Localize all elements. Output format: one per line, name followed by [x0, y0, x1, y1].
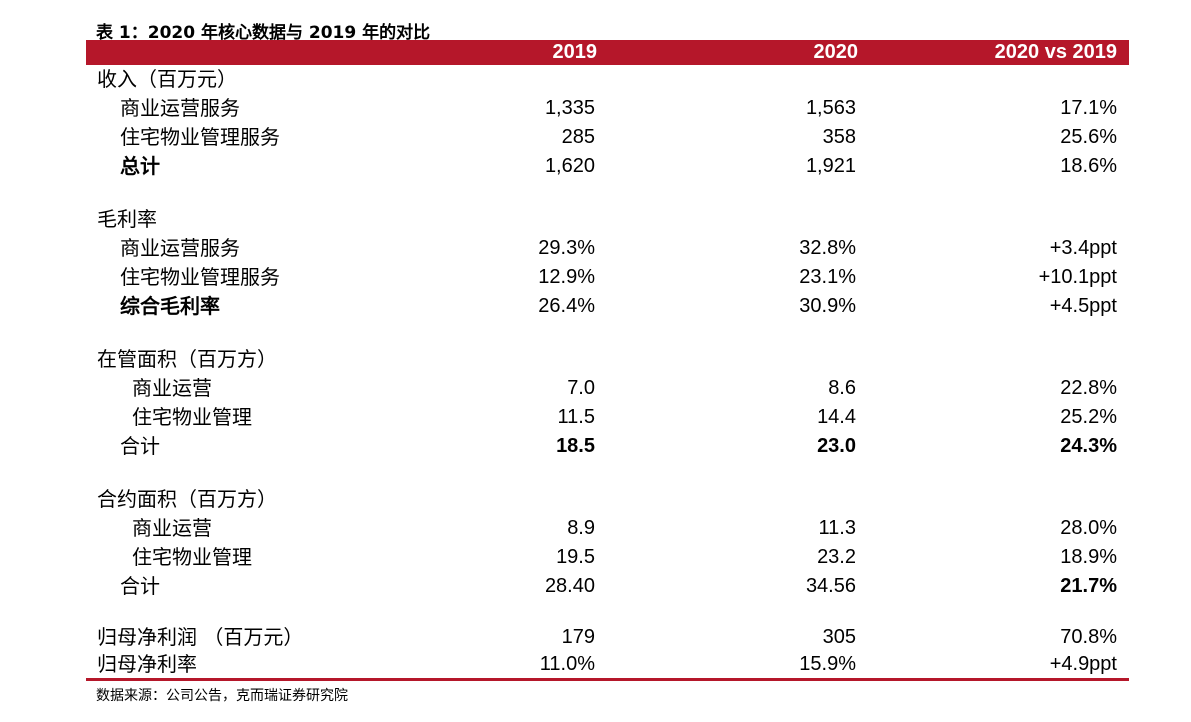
table-row: 商业运营 7.0 8.6 22.8%	[0, 374, 1191, 403]
cell-change: 17.1%	[1060, 97, 1117, 119]
table-row: 归母净利率 11.0% 15.9% +4.9ppt	[0, 650, 1191, 679]
cell-change: +4.9ppt	[1049, 653, 1117, 675]
cell-change: 28.0%	[1060, 517, 1117, 539]
section-heading-contracted-area: 合约面积（百万方）	[0, 485, 1191, 514]
row-label: 收入（百万元）	[97, 67, 237, 91]
cell-2019: 8.9	[567, 517, 595, 539]
cell-change: +3.4ppt	[1049, 237, 1117, 259]
row-label: 住宅物业管理	[132, 545, 252, 569]
cell-2020: 11.3	[818, 517, 856, 539]
cell-change: 18.6%	[1060, 155, 1117, 177]
cell-2019: 1,620	[544, 155, 595, 177]
cell-2020: 14.4	[817, 406, 856, 428]
row-label: 总计	[120, 154, 160, 178]
cell-2020: 305	[822, 626, 856, 648]
table-row-total: 总计 1,620 1,921 18.6%	[0, 152, 1191, 181]
cell-2020: 23.1%	[799, 266, 856, 288]
table-header: 2019 2020 2020 vs 2019	[86, 40, 1129, 65]
table-row: 商业运营服务 1,335 1,563 17.1%	[0, 94, 1191, 123]
row-label: 合计	[120, 434, 160, 458]
cell-2019: 29.3%	[538, 237, 595, 259]
cell-2020: 15.9%	[799, 653, 856, 675]
cell-2020: 23.0	[817, 435, 856, 457]
table-row: 商业运营 8.9 11.3 28.0%	[0, 514, 1191, 543]
table-title: 表 1：2020 年核心数据与 2019 年的对比	[96, 23, 431, 43]
row-label: 商业运营	[132, 376, 212, 400]
cell-change: +10.1ppt	[1038, 266, 1117, 288]
cell-2020: 1,921	[805, 155, 856, 177]
section-heading-revenue: 收入（百万元）	[0, 65, 1191, 94]
table-row: 住宅物业管理 19.5 23.2 18.9%	[0, 543, 1191, 572]
header-2020: 2020	[813, 41, 859, 63]
cell-change: 21.7%	[1060, 575, 1117, 597]
cell-change: 22.8%	[1060, 377, 1117, 399]
table-row-total: 合计 18.5 23.0 24.3%	[0, 432, 1191, 461]
row-label: 归母净利率	[97, 652, 197, 676]
cell-2020: 8.6	[828, 377, 856, 399]
section-heading-gross-margin: 毛利率	[0, 205, 1191, 234]
cell-2020: 34.56	[805, 575, 856, 597]
row-label: 住宅物业管理服务	[120, 125, 280, 149]
cell-2019: 18.5	[556, 435, 595, 457]
cell-2019: 26.4%	[538, 295, 595, 317]
table-row-total: 综合毛利率 26.4% 30.9% +4.5ppt	[0, 292, 1191, 321]
row-label: 在管面积（百万方）	[97, 347, 277, 371]
row-label: 商业运营服务	[120, 96, 240, 120]
cell-2019: 19.5	[556, 546, 595, 568]
cell-2019: 11.0%	[539, 653, 595, 675]
cell-change: 25.2%	[1060, 406, 1117, 428]
cell-2019: 179	[561, 626, 595, 648]
cell-2019: 7.0	[567, 377, 595, 399]
cell-change: +4.5ppt	[1049, 295, 1117, 317]
cell-change: 18.9%	[1060, 546, 1117, 568]
table-row-total: 合计 28.40 34.56 21.7%	[0, 572, 1191, 601]
row-label: 毛利率	[97, 207, 157, 231]
table-row: 商业运营服务 29.3% 32.8% +3.4ppt	[0, 234, 1191, 263]
table-row: 住宅物业管理 11.5 14.4 25.2%	[0, 403, 1191, 432]
cell-change: 70.8%	[1060, 626, 1117, 648]
header-change: 2020 vs 2019	[994, 41, 1117, 63]
source-note: 数据来源：公司公告，克而瑞证券研究院	[96, 688, 348, 704]
table-row: 归母净利润 （百万元） 179 305 70.8%	[0, 623, 1191, 652]
row-label: 商业运营服务	[120, 236, 240, 260]
cell-2019: 28.40	[544, 575, 595, 597]
row-label: 住宅物业管理	[132, 405, 252, 429]
bottom-rule	[86, 678, 1129, 681]
cell-2019: 11.5	[557, 406, 595, 428]
cell-change: 25.6%	[1060, 126, 1117, 148]
row-label: 商业运营	[132, 516, 212, 540]
row-label: 综合毛利率	[120, 294, 220, 318]
cell-2020: 30.9%	[799, 295, 856, 317]
cell-change: 24.3%	[1060, 435, 1117, 457]
cell-2020: 358	[822, 126, 856, 148]
cell-2020: 1,563	[805, 97, 856, 119]
cell-2019: 12.9%	[538, 266, 595, 288]
cell-2020: 23.2	[817, 546, 856, 568]
cell-2020: 32.8%	[799, 237, 856, 259]
table-row: 住宅物业管理服务 12.9% 23.1% +10.1ppt	[0, 263, 1191, 292]
row-label: 归母净利润 （百万元）	[97, 625, 304, 649]
row-label: 合计	[120, 574, 160, 598]
cell-2019: 285	[561, 126, 595, 148]
table-row: 住宅物业管理服务 285 358 25.6%	[0, 123, 1191, 152]
header-2019: 2019	[552, 41, 598, 63]
section-heading-managed-area: 在管面积（百万方）	[0, 345, 1191, 374]
row-label: 合约面积（百万方）	[97, 487, 277, 511]
cell-2019: 1,335	[544, 97, 595, 119]
row-label: 住宅物业管理服务	[120, 265, 280, 289]
